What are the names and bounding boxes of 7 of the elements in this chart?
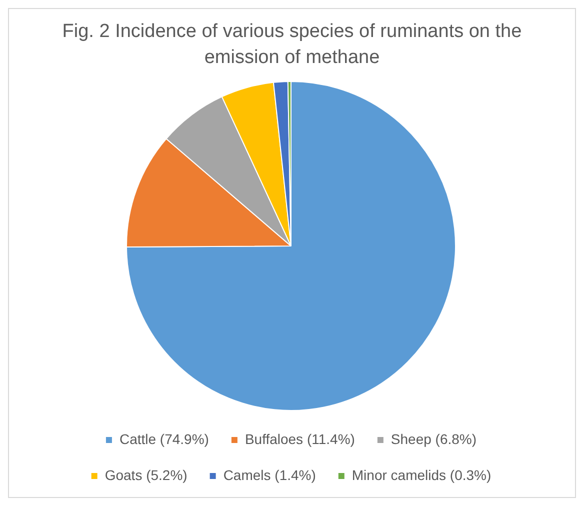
legend-label: Minor camelids (0.3%) [352, 466, 492, 483]
chart-title: Fig. 2 Incidence of various species of ruminants on the emission of methane [61, 20, 523, 70]
legend-label: Camels (1.4%) [223, 466, 316, 483]
legend-label: Buffaloes (11.4%) [244, 430, 355, 447]
legend-label: Goats (5.2%) [104, 466, 188, 483]
legend-label: Cattle (74.9%) [119, 430, 209, 447]
legend-label: Sheep (6.8%) [390, 430, 477, 447]
